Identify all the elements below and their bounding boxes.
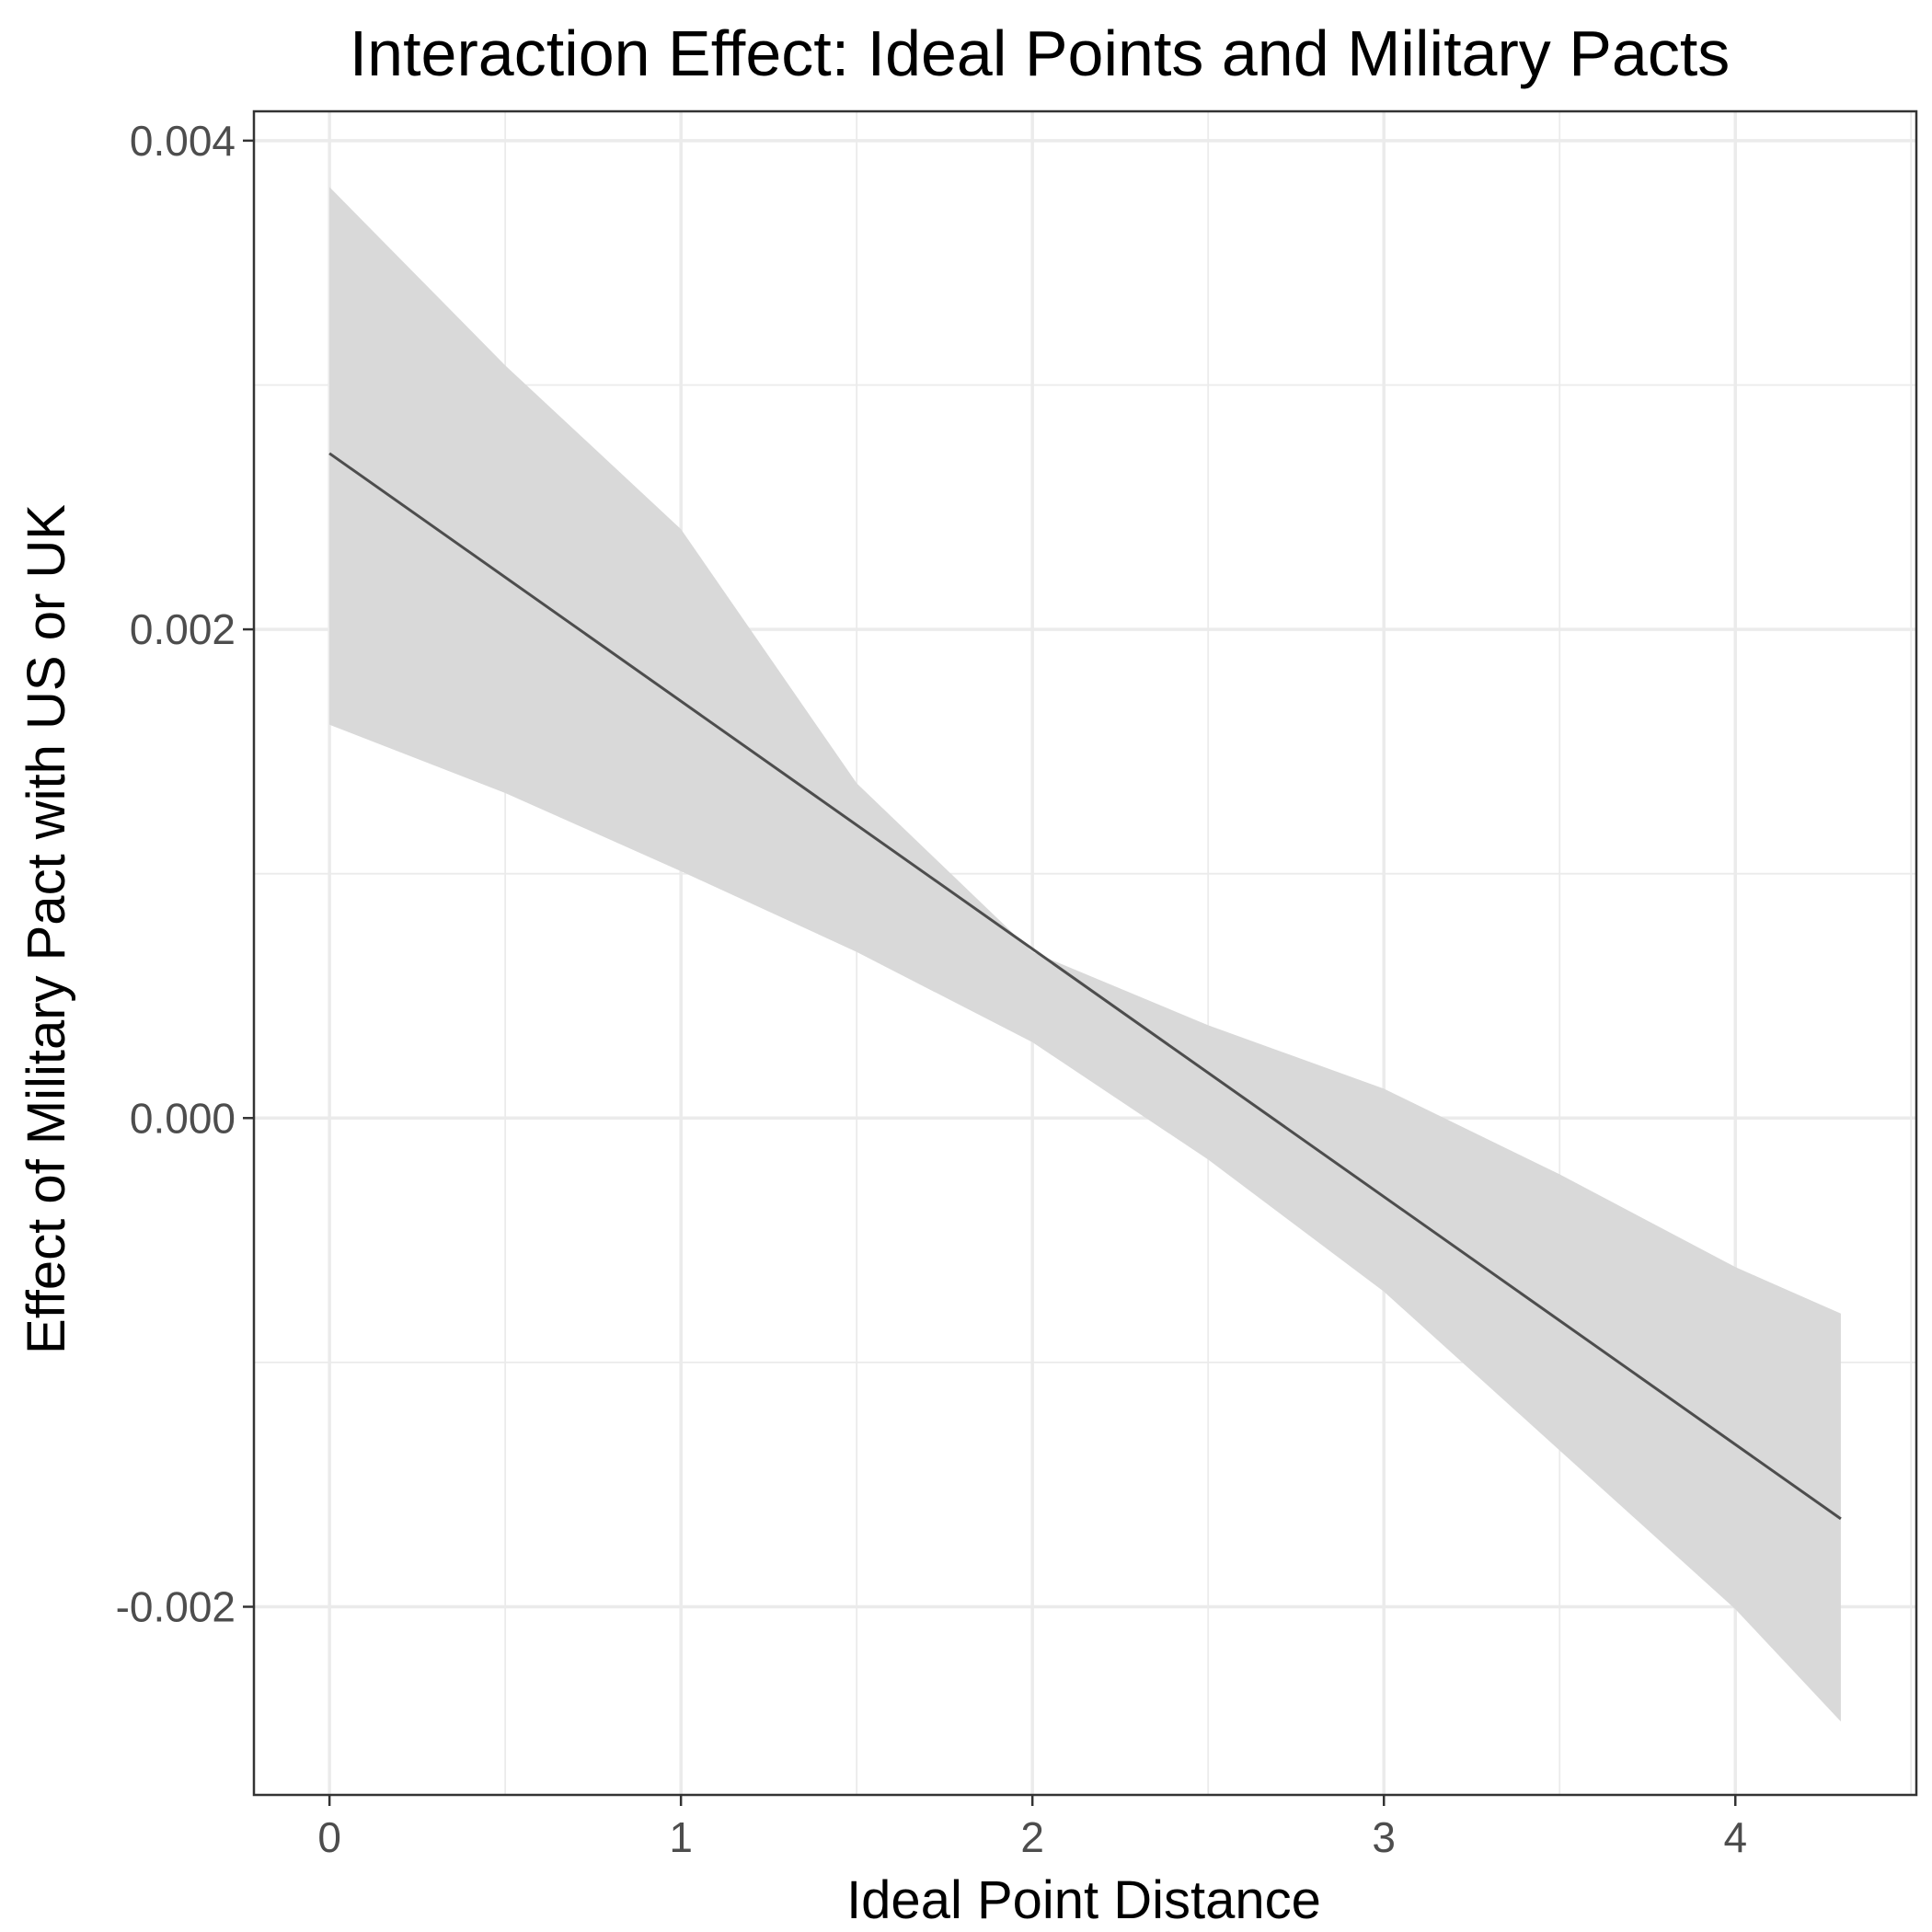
y-axis-title: Effect of Military Pact with US or UK (17, 504, 76, 1354)
x-tick-label: 0 (317, 1813, 341, 1861)
y-tick-label: 0.002 (130, 605, 236, 653)
effect-line (328, 452, 1842, 1521)
x-tick-label: 1 (669, 1813, 693, 1861)
y-tick-label: 0.000 (130, 1094, 236, 1142)
y-tick-label: -0.002 (116, 1582, 236, 1630)
x-axis: 0 1 2 3 4 (317, 1795, 1747, 1861)
panel-border (252, 109, 1918, 1797)
y-axis: -0.002 0.000 0.002 0.004 (116, 117, 254, 1630)
effect-line-layer (328, 452, 1842, 1521)
chart-title: Interaction Effect: Ideal Points and Mil… (350, 17, 1731, 89)
x-tick-label: 4 (1723, 1813, 1747, 1861)
x-axis-title: Ideal Point Distance (846, 1870, 1321, 1930)
confidence-band (329, 187, 1841, 1722)
confidence-band-layer (329, 187, 1841, 1722)
y-tick-label: 0.004 (130, 117, 236, 165)
x-tick-label: 2 (1020, 1813, 1044, 1861)
x-tick-label: 3 (1372, 1813, 1396, 1861)
